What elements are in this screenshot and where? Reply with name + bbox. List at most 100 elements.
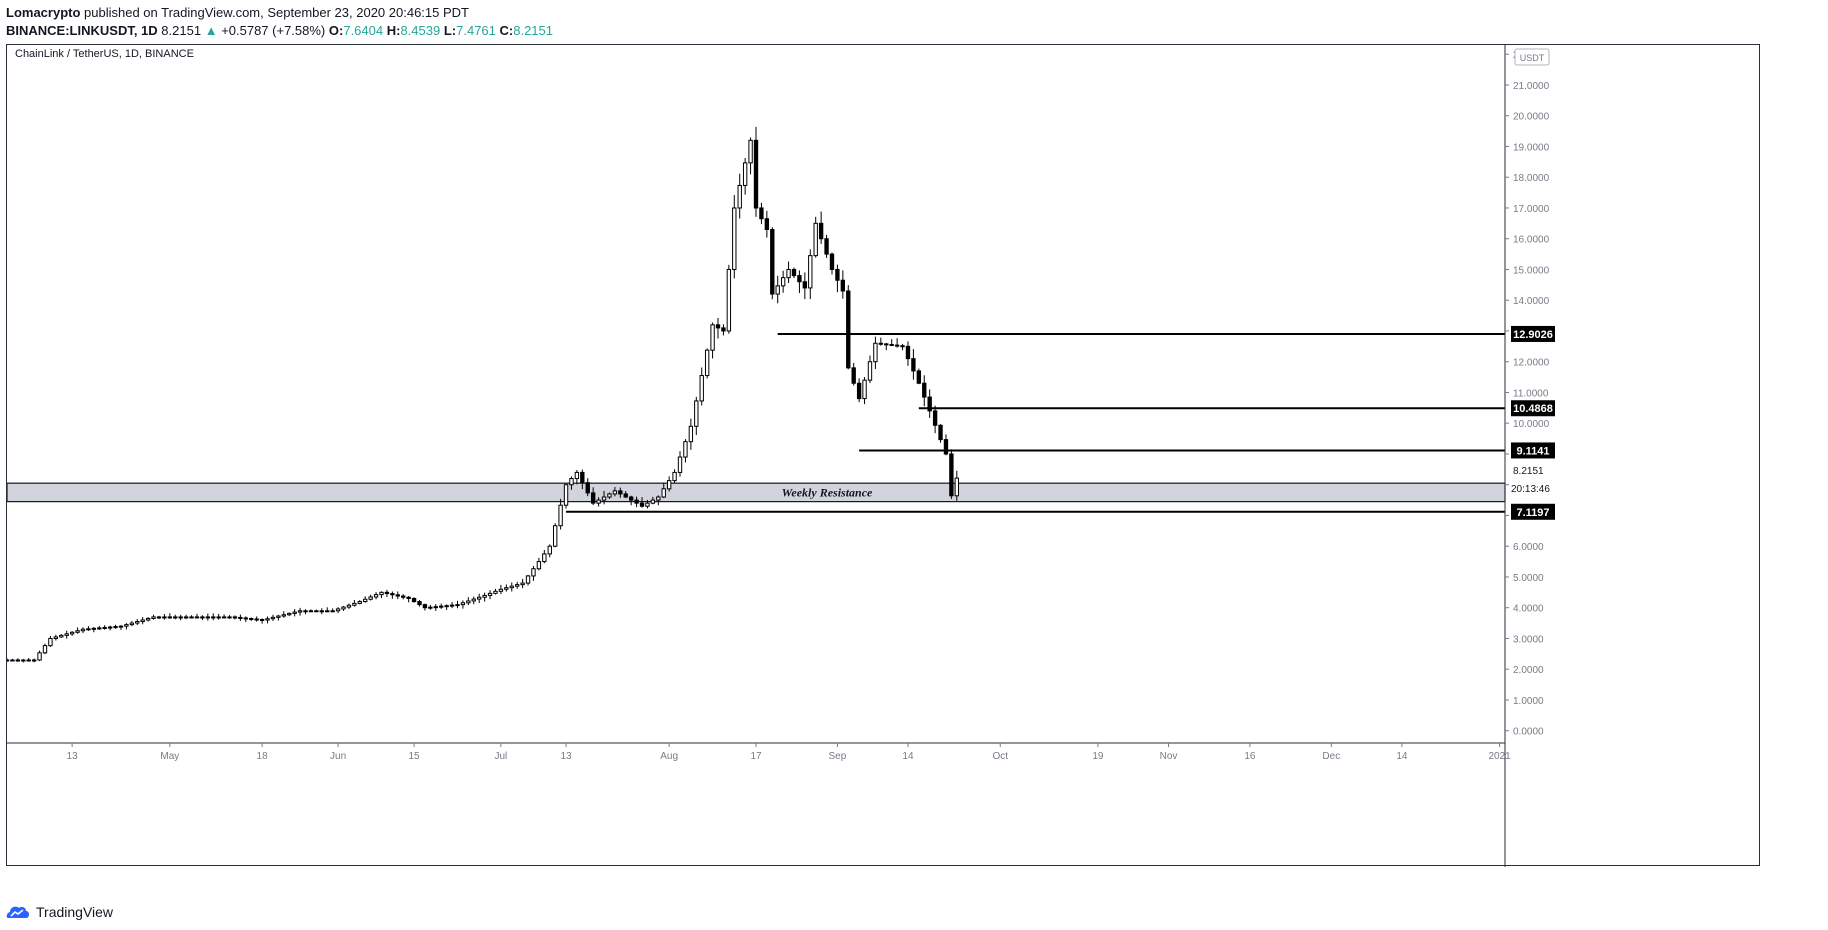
candle[interactable] — [515, 584, 520, 587]
candle[interactable] — [927, 396, 932, 412]
candle[interactable] — [504, 587, 509, 590]
candle[interactable] — [818, 222, 824, 240]
candle[interactable] — [395, 594, 400, 597]
candle[interactable] — [770, 228, 775, 295]
candle[interactable] — [808, 255, 813, 289]
candle[interactable] — [75, 630, 80, 633]
candle[interactable] — [835, 268, 840, 281]
candle[interactable] — [612, 490, 618, 495]
candle[interactable] — [162, 616, 167, 619]
candle[interactable] — [80, 628, 86, 632]
candle[interactable] — [884, 343, 889, 346]
candle[interactable] — [552, 525, 558, 547]
candle[interactable] — [173, 616, 178, 619]
candle[interactable] — [26, 659, 31, 662]
candle[interactable] — [7, 659, 10, 662]
candle[interactable] — [113, 626, 118, 629]
candle[interactable] — [905, 345, 911, 360]
candle[interactable] — [688, 425, 694, 443]
candle[interactable] — [243, 617, 248, 620]
candle[interactable] — [390, 593, 395, 596]
candle[interactable] — [786, 268, 791, 279]
tradingview-logo-icon[interactable] — [6, 904, 30, 920]
candle[interactable] — [211, 616, 216, 619]
candle[interactable] — [352, 602, 357, 606]
author-name[interactable]: Lomacrypto — [6, 5, 81, 20]
candle[interactable] — [780, 277, 786, 287]
candle[interactable] — [86, 628, 91, 631]
candle[interactable] — [547, 545, 552, 555]
candle[interactable] — [471, 598, 476, 602]
candle[interactable] — [932, 410, 938, 426]
candle[interactable] — [596, 499, 601, 504]
candle[interactable] — [422, 604, 428, 609]
candle[interactable] — [829, 253, 835, 270]
candle[interactable] — [189, 616, 194, 619]
candle[interactable] — [721, 327, 726, 332]
candle[interactable] — [118, 625, 124, 628]
candle[interactable] — [183, 616, 189, 619]
candle[interactable] — [607, 493, 612, 498]
candle[interactable] — [194, 616, 200, 619]
candle[interactable] — [303, 610, 308, 613]
candle[interactable] — [254, 618, 259, 621]
candle[interactable] — [482, 594, 487, 598]
candle[interactable] — [569, 478, 574, 486]
candle[interactable] — [124, 624, 129, 627]
candle[interactable] — [656, 496, 661, 501]
candle[interactable] — [69, 631, 75, 635]
candle[interactable] — [15, 659, 21, 662]
candle[interactable] — [449, 604, 455, 607]
candle[interactable] — [59, 634, 64, 638]
candle[interactable] — [585, 482, 590, 494]
candle[interactable] — [42, 645, 48, 654]
candle[interactable] — [64, 633, 69, 636]
candle[interactable] — [477, 596, 482, 600]
candle[interactable] — [846, 290, 851, 369]
price-chart[interactable]: Weekly Resistance 12.9026 10.4868 9.1141 7.1… — [7, 45, 1761, 867]
candle[interactable] — [346, 604, 352, 608]
candle[interactable] — [249, 617, 254, 620]
candle[interactable] — [949, 453, 954, 497]
currency-badge[interactable] — [1514, 48, 1550, 66]
candle[interactable] — [406, 596, 411, 599]
candle[interactable] — [694, 400, 699, 427]
candle[interactable] — [590, 492, 596, 504]
candle[interactable] — [37, 652, 42, 661]
candle[interactable] — [48, 637, 53, 647]
candle[interactable] — [542, 553, 547, 563]
weekly-resistance-zone[interactable] — [7, 482, 1506, 503]
candle[interactable] — [661, 488, 666, 498]
candle[interactable] — [151, 616, 156, 619]
candle[interactable] — [384, 591, 390, 595]
candle[interactable] — [135, 621, 140, 624]
candle[interactable] — [31, 659, 37, 662]
candle[interactable] — [851, 367, 856, 384]
candle[interactable] — [460, 602, 466, 606]
candle[interactable] — [900, 345, 905, 348]
candle[interactable] — [145, 617, 151, 621]
candle[interactable] — [634, 499, 639, 504]
candle[interactable] — [623, 493, 628, 498]
candle[interactable] — [536, 561, 542, 570]
candle[interactable] — [270, 616, 276, 620]
candle[interactable] — [748, 139, 753, 164]
candle[interactable] — [889, 343, 894, 346]
candle[interactable] — [265, 618, 270, 621]
candle[interactable] — [287, 612, 292, 616]
candle[interactable] — [753, 139, 759, 209]
candle[interactable] — [276, 615, 281, 618]
candle[interactable] — [601, 496, 607, 501]
candle[interactable] — [666, 480, 672, 490]
candle[interactable] — [563, 484, 569, 506]
candle[interactable] — [335, 608, 341, 612]
candle[interactable] — [140, 619, 145, 623]
candle[interactable] — [368, 596, 373, 600]
candle[interactable] — [726, 268, 732, 332]
candle[interactable] — [319, 610, 324, 613]
candle[interactable] — [916, 370, 922, 384]
candle[interactable] — [493, 590, 498, 594]
candle[interactable] — [373, 594, 379, 598]
tradingview-brand[interactable]: TradingView — [36, 904, 114, 920]
candle[interactable] — [433, 606, 438, 609]
